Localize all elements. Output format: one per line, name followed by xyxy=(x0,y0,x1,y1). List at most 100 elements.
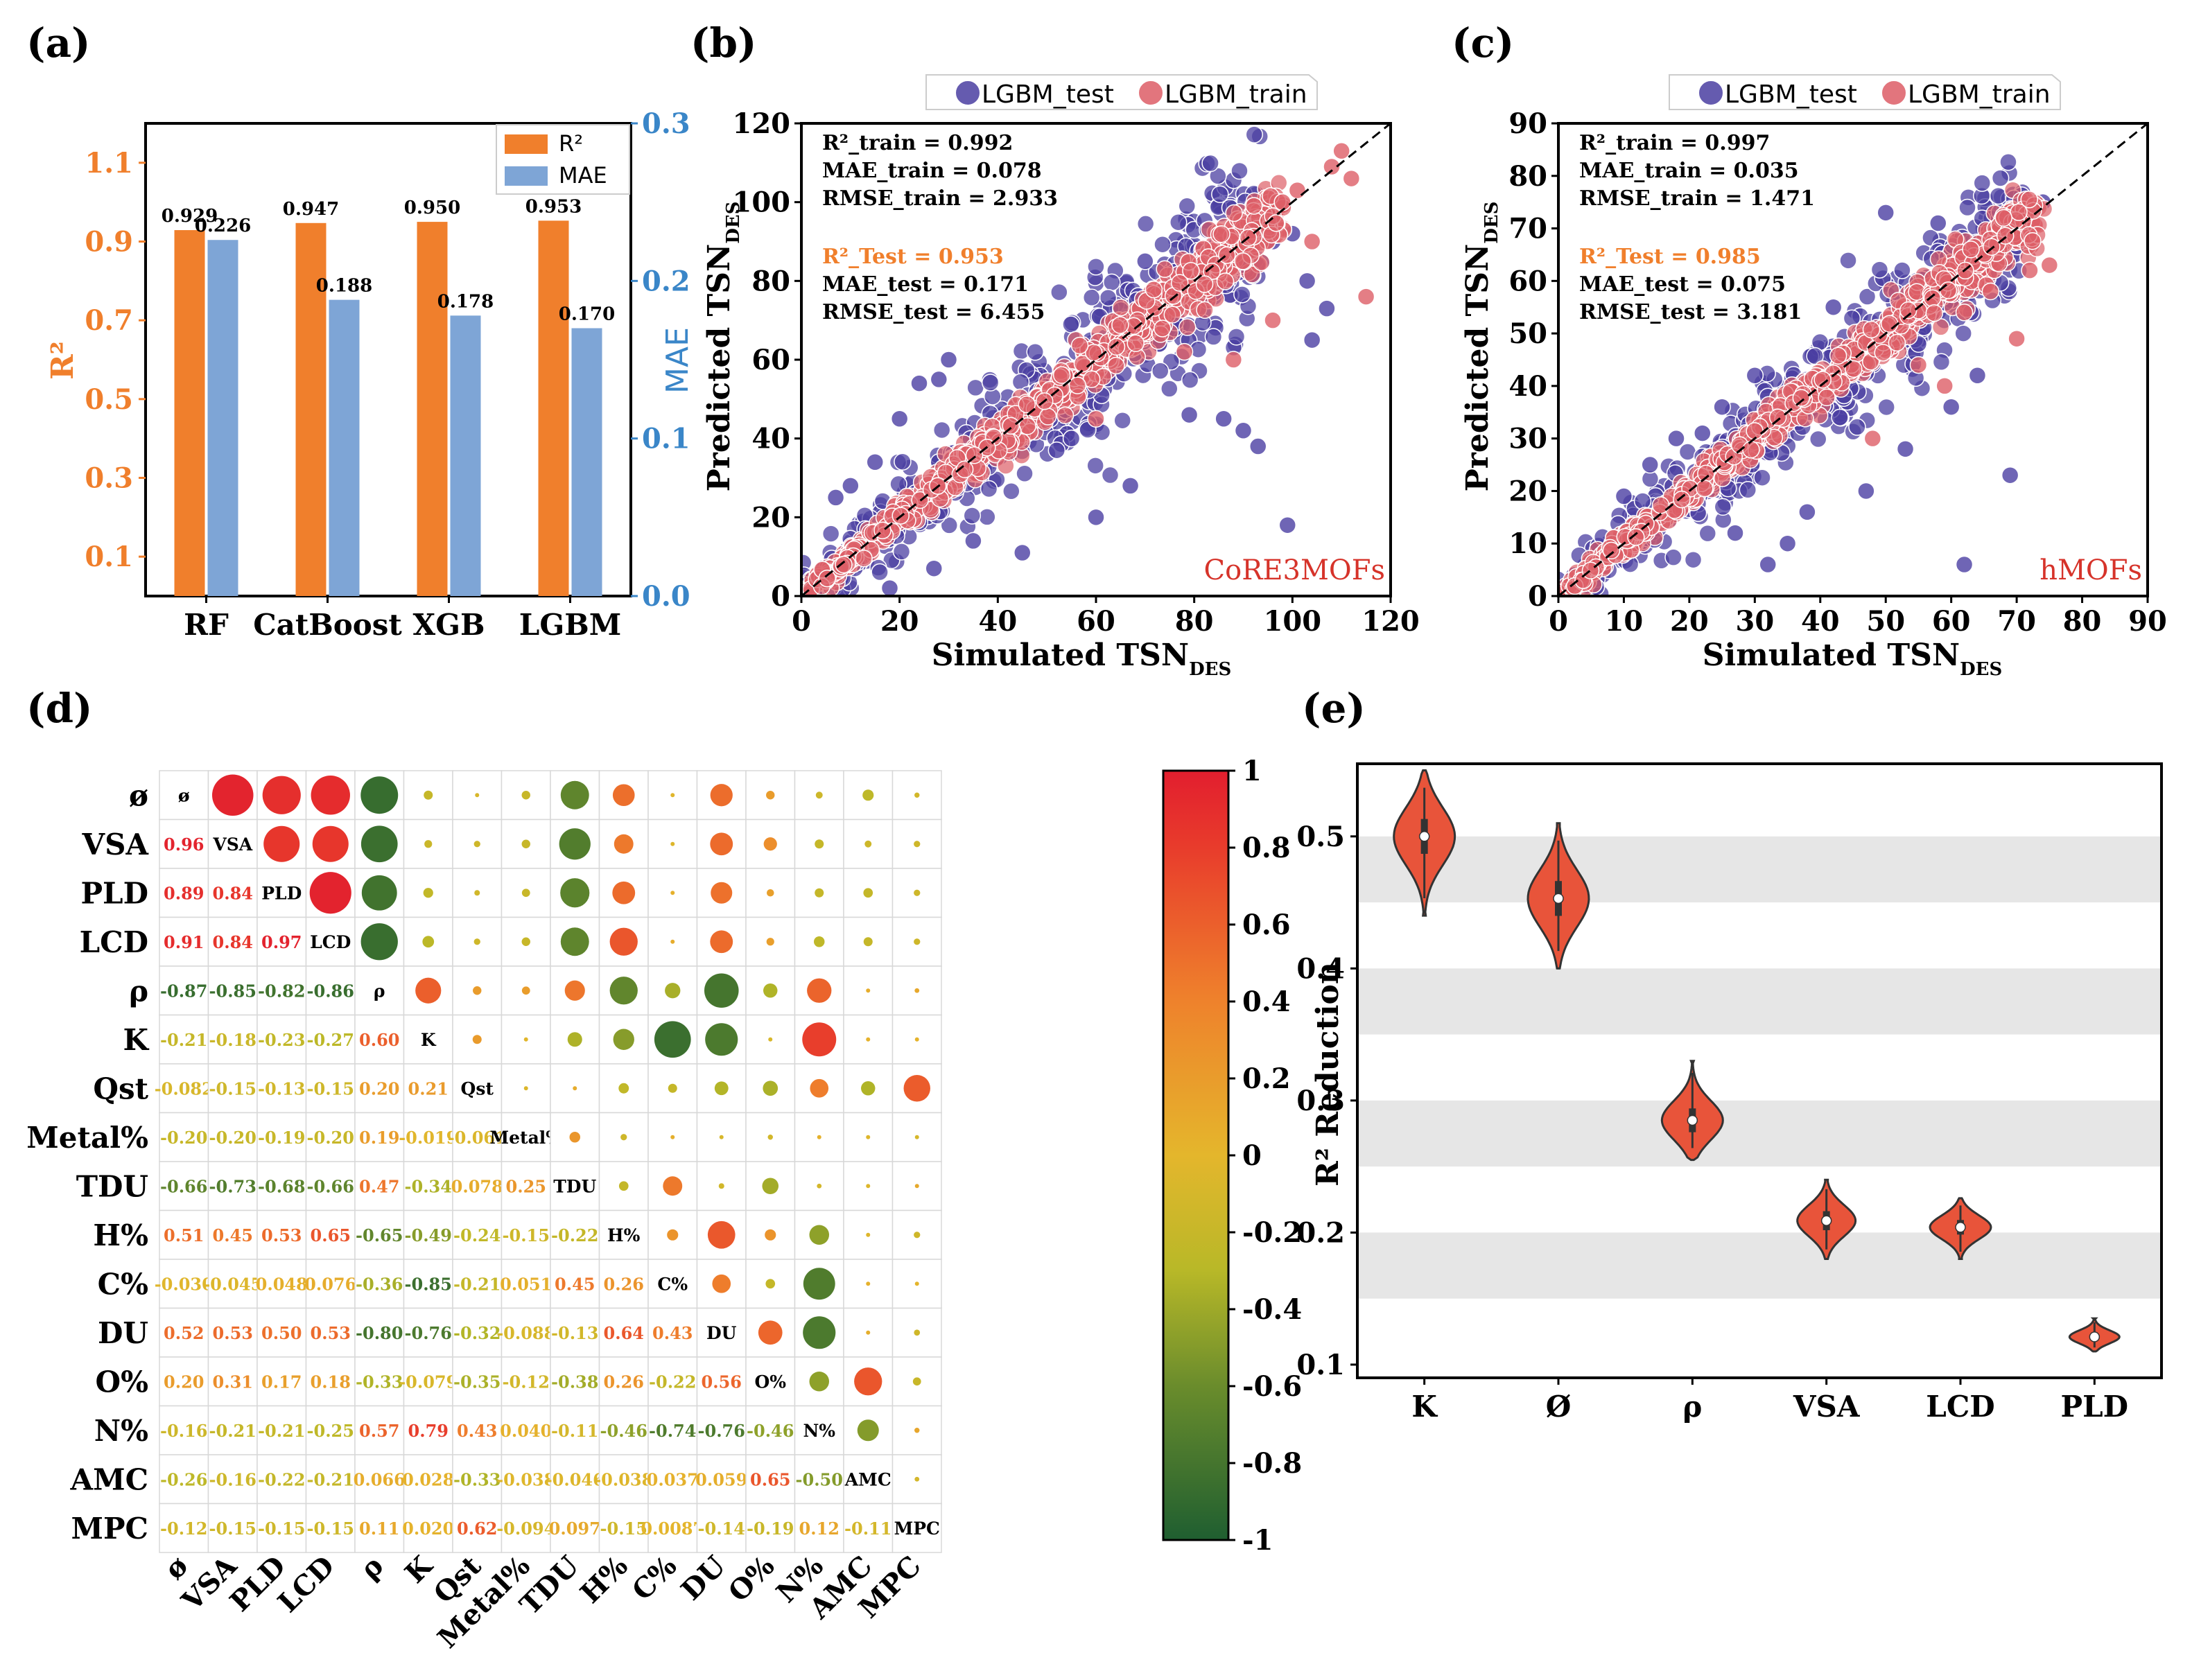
corr-circle xyxy=(473,938,480,945)
diag-label: O% xyxy=(754,1372,786,1392)
svg-text:Predicted TSNDES: Predicted TSNDES xyxy=(1460,202,1502,492)
test-point xyxy=(1942,398,1960,416)
colorbar-tick-label: -0.2 xyxy=(1242,1216,1302,1249)
test-point xyxy=(1958,198,1976,217)
corr-value: -0.16 xyxy=(160,1421,207,1441)
corr-value: 0.60 xyxy=(359,1030,399,1050)
col-label: ρ xyxy=(354,1550,390,1586)
corr-value: 0.048 xyxy=(256,1274,308,1294)
heatmap-cell xyxy=(256,1259,307,1309)
corr-value: 0.26 xyxy=(604,1372,644,1392)
diag-label: LCD xyxy=(310,932,351,952)
y-tick-label: 0.2 xyxy=(1296,1216,1345,1249)
corr-value: 0.097 xyxy=(549,1519,601,1539)
heatmap-cell xyxy=(354,1405,405,1455)
corr-value: -0.038 xyxy=(594,1469,653,1489)
corr-value: 0.11 xyxy=(359,1519,399,1539)
heatmap-cell xyxy=(305,1112,356,1162)
axis-label-mae: MAE xyxy=(660,327,695,394)
bar-r2-catboost xyxy=(295,222,327,596)
train-point xyxy=(1695,479,1714,498)
corr-circle xyxy=(654,1021,691,1058)
legend-c: LGBM_test LGBM_train xyxy=(1669,74,2061,110)
train-point xyxy=(1742,440,1760,459)
corr-circle xyxy=(914,1232,921,1239)
corr-circle xyxy=(612,784,635,807)
stat-line: RMSE_train = 1.471 xyxy=(1579,186,1815,211)
train-point xyxy=(1163,306,1182,324)
corr-value: -0.19 xyxy=(258,1128,305,1148)
legend-a: R² MAE xyxy=(496,124,630,195)
colorbar-tick-label: -1 xyxy=(1242,1524,1273,1557)
train-point xyxy=(1264,311,1282,329)
corr-value: 0.45 xyxy=(555,1274,595,1294)
heatmap-cell xyxy=(159,1503,209,1553)
corr-circle xyxy=(817,1183,822,1189)
corr-circle xyxy=(521,791,530,800)
train-point xyxy=(1768,408,1787,426)
corr-value: 0.040 xyxy=(500,1421,552,1441)
panel-label-e: (e) xyxy=(1302,685,1366,732)
heatmap-cell xyxy=(452,1063,503,1114)
corr-value: 0.84 xyxy=(213,932,253,952)
test-point xyxy=(1062,429,1081,448)
test-point xyxy=(1211,185,1229,204)
test-point xyxy=(842,477,860,495)
corr-circle xyxy=(361,875,397,911)
corr-circle xyxy=(614,834,634,854)
test-point xyxy=(963,507,981,525)
legend-swatch-mae xyxy=(505,166,548,186)
corr-value: -0.21 xyxy=(160,1030,207,1050)
identity-line xyxy=(1558,123,2148,596)
scatter-points xyxy=(1558,123,2148,596)
corr-value: 0.51 xyxy=(164,1225,204,1245)
heatmap-cell xyxy=(159,1259,209,1309)
train-point xyxy=(1697,464,1715,482)
test-point xyxy=(1759,555,1777,574)
heatmap-cell xyxy=(256,868,307,918)
median-marker xyxy=(1418,831,1430,842)
heatmap-cell xyxy=(354,1503,405,1553)
heatmap-cell xyxy=(207,916,258,967)
bar-r2-lgbm xyxy=(538,220,569,597)
corr-value: -0.11 xyxy=(844,1519,891,1539)
train-point xyxy=(1888,333,1906,352)
test-point xyxy=(1893,261,1911,279)
train-point xyxy=(1267,214,1285,232)
heatmap-cell xyxy=(794,1503,844,1553)
heatmap-cell xyxy=(550,1161,600,1211)
row-label: C% xyxy=(98,1267,148,1301)
test-point xyxy=(1858,288,1877,306)
corr-circle xyxy=(768,1037,773,1042)
col-label: PLD xyxy=(223,1550,292,1618)
heatmap-cell xyxy=(550,1454,600,1505)
test-point xyxy=(930,370,948,389)
x-tick-label: 100 xyxy=(1264,605,1322,638)
test-point xyxy=(1714,498,1732,516)
test-point xyxy=(1201,154,1219,173)
row-label: DU xyxy=(98,1316,148,1350)
x-tick-label: 80 xyxy=(2063,605,2102,638)
corr-value: -0.079 xyxy=(399,1372,458,1392)
corr-value: 0.18 xyxy=(311,1372,351,1392)
corr-value: -0.045 xyxy=(203,1274,262,1294)
corr-circle xyxy=(663,1176,683,1196)
colorbar-tick-label: 0.8 xyxy=(1242,832,1291,864)
diag-label: AMC xyxy=(844,1469,891,1489)
corr-circle xyxy=(360,923,398,961)
corr-circle xyxy=(765,1229,776,1241)
y-tick-label-right: 0.3 xyxy=(642,107,690,140)
train-point xyxy=(1107,356,1125,375)
heatmap-cell xyxy=(598,1307,649,1358)
train-point xyxy=(2024,231,2042,250)
diag-label: PLD xyxy=(261,883,302,903)
corr-value: -0.082 xyxy=(155,1078,214,1099)
heatmap-cell xyxy=(647,868,698,918)
x-tick-label: CatBoost xyxy=(253,608,402,642)
test-point xyxy=(1278,516,1296,534)
corr-value: -0.85 xyxy=(405,1274,452,1294)
row-label: N% xyxy=(94,1414,148,1448)
test-point xyxy=(1806,347,1824,365)
x-axis-title-b: Simulated TSNDES xyxy=(932,638,1232,680)
